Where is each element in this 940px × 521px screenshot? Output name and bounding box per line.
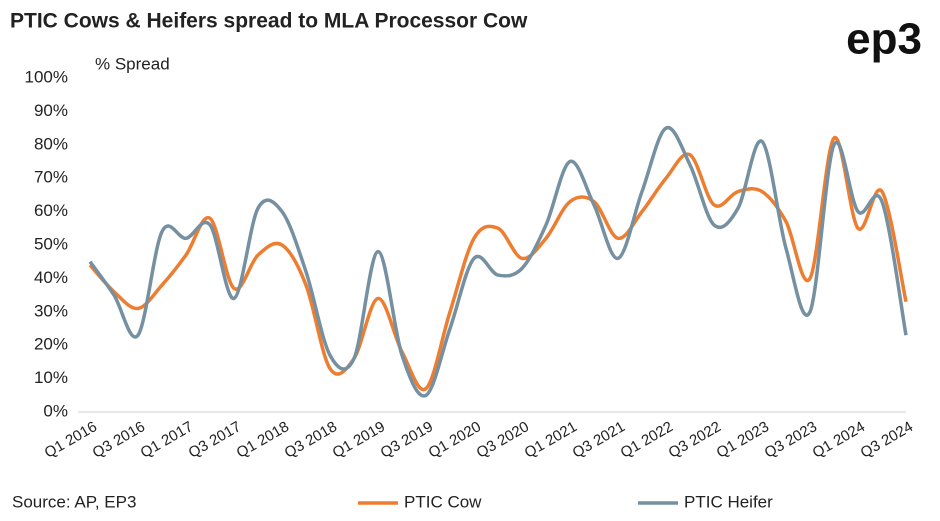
- x-tick-label: Q3 2019: [378, 418, 436, 461]
- x-tick-label: Q1 2024: [810, 418, 868, 461]
- x-tick-label: Q3 2018: [282, 418, 340, 461]
- legend-label: PTIC Heifer: [684, 492, 773, 511]
- x-tick-label: Q3 2017: [186, 418, 244, 461]
- y-tick-label: 90%: [34, 101, 68, 120]
- y-tick-label: 50%: [34, 234, 68, 253]
- x-tick-label: Q1 2018: [234, 418, 292, 461]
- y-axis-label: % Spread: [95, 54, 170, 73]
- x-tick-label: Q3 2023: [762, 418, 820, 461]
- y-tick-label: 20%: [34, 335, 68, 354]
- y-tick-label: 40%: [34, 268, 68, 287]
- series-line: [88, 125, 908, 398]
- x-tick-label: Q3 2016: [90, 418, 148, 461]
- series-line: [88, 136, 908, 392]
- y-tick-label: 80%: [34, 134, 68, 153]
- x-tick-label: Q1 2020: [426, 418, 484, 461]
- x-tick-label: Q3 2020: [474, 418, 532, 461]
- y-tick-label: 100%: [25, 67, 68, 86]
- logo: ep3: [846, 15, 922, 64]
- x-tick-label: Q3 2022: [666, 418, 724, 461]
- source: Source: AP, EP3: [12, 492, 136, 511]
- chart-title: PTIC Cows & Heifers spread to MLA Proces…: [10, 10, 528, 33]
- x-tick-label: Q1 2019: [330, 418, 388, 461]
- x-tick-label: Q1 2021: [522, 418, 580, 461]
- legend-label: PTIC Cow: [404, 492, 482, 511]
- y-tick-label: 0%: [43, 401, 68, 420]
- y-tick-label: 70%: [34, 168, 68, 187]
- y-tick-label: 60%: [34, 201, 68, 220]
- x-tick-label: Q3 2024: [858, 418, 916, 461]
- y-tick-label: 30%: [34, 301, 68, 320]
- x-tick-label: Q1 2017: [138, 418, 196, 461]
- x-tick-label: Q1 2023: [714, 418, 772, 461]
- x-tick-label: Q3 2021: [570, 418, 628, 461]
- x-tick-label: Q1 2016: [42, 418, 100, 461]
- y-tick-label: 10%: [34, 368, 68, 387]
- x-tick-label: Q1 2022: [618, 418, 676, 461]
